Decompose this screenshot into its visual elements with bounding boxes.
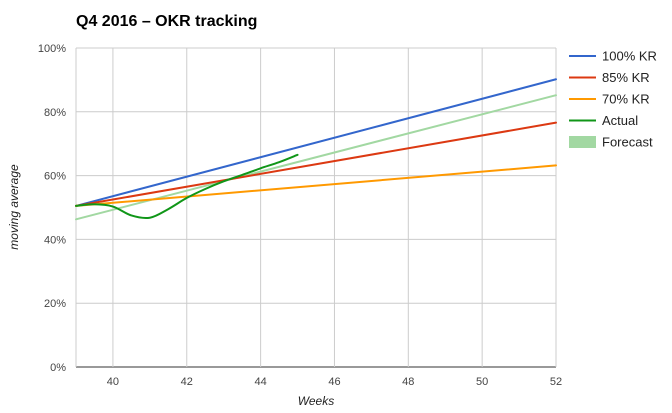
chart-title: Q4 2016 – OKR tracking — [76, 13, 257, 30]
x-tick-label: 46 — [328, 376, 340, 388]
legend-label-100pct-kr: 100% KR — [602, 49, 657, 64]
y-tick-label: 60% — [44, 171, 66, 183]
series-line-85pct-kr — [75, 121, 557, 207]
x-tick-labels: 40 42 44 46 48 50 52 — [107, 376, 562, 388]
legend-label-actual: Actual — [602, 113, 638, 128]
x-tick-label: 48 — [402, 376, 414, 388]
series-line-100pct-kr — [75, 78, 557, 207]
y-tick-label: 40% — [44, 234, 66, 246]
chart-series — [75, 78, 557, 221]
x-tick-label: 44 — [254, 376, 266, 388]
y-tick-labels: 0% 20% 40% 60% 80% 100% — [38, 43, 66, 374]
series-line-70pct-kr — [75, 164, 557, 207]
legend-label-70pct-kr: 70% KR — [602, 92, 650, 107]
legend-label-85pct-kr: 85% KR — [602, 70, 650, 85]
chart-grid — [75, 47, 557, 368]
x-tick-label: 42 — [181, 376, 193, 388]
y-tick-label: 20% — [44, 298, 66, 310]
x-tick-label: 52 — [550, 376, 562, 388]
x-tick-label: 50 — [476, 376, 488, 388]
legend-label-forecast: Forecast — [602, 135, 653, 150]
legend-swatch-forecast — [569, 136, 596, 148]
series-line-actual — [75, 153, 299, 220]
x-tick-label: 40 — [107, 376, 119, 388]
y-tick-label: 100% — [38, 43, 66, 55]
y-axis-label: moving average — [7, 164, 21, 250]
y-tick-label: 0% — [50, 362, 66, 374]
y-tick-label: 80% — [44, 107, 66, 119]
chart-legend: 100% KR 85% KR 70% KR Actual Forecast — [569, 49, 657, 150]
x-axis-label: Weeks — [298, 394, 334, 408]
